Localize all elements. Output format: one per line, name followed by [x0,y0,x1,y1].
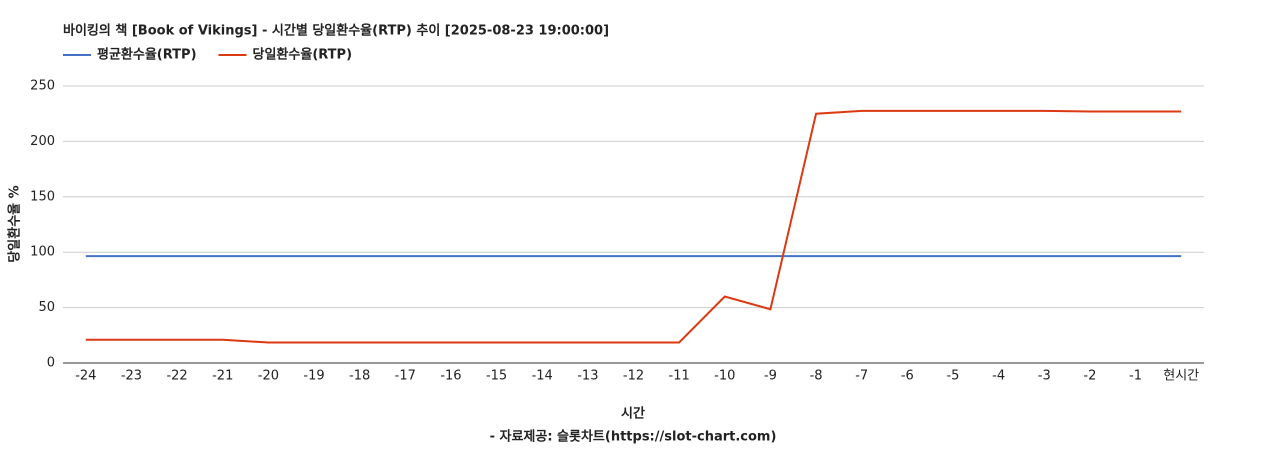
source-note: - 자료제공: 슬롯차트(https://slot-chart.com) [490,429,777,445]
x-tick-label: -23 [121,369,142,384]
x-tick-label: -2 [1083,369,1096,384]
x-tick-label: -13 [577,369,598,384]
legend-label: 당일환수율(RTP) [253,47,353,63]
x-tick-label: -3 [1038,369,1051,384]
x-tick-label: -16 [440,369,461,384]
y-tick-label: 150 [30,189,55,204]
x-axis-label: 시간 [621,406,645,422]
x-tick-label: -24 [75,369,96,384]
x-tick-label: -10 [714,369,735,384]
x-tick-label: -17 [395,369,416,384]
x-tick-label: -20 [258,369,279,384]
x-tick-label: 현시간 [1163,369,1199,384]
x-tick-label: -9 [764,369,777,384]
series-line [85,109,1182,344]
x-tick-label: -11 [669,369,690,384]
x-tick-label: -1 [1129,369,1142,384]
x-tick-label: -15 [486,369,507,384]
y-tick-label: 50 [38,300,55,315]
x-tick-label: -8 [810,369,823,384]
x-tick-label: -6 [901,369,914,384]
x-tick-label: -21 [212,369,233,384]
x-tick-label: -14 [532,369,553,384]
x-tick-label: -4 [992,369,1005,384]
x-tick-label: -18 [349,369,370,384]
y-tick-label: 100 [30,245,55,260]
x-tick-label: -19 [303,369,324,384]
x-tick-label: -5 [946,369,959,384]
x-tick-label: -7 [855,369,868,384]
y-tick-label: 250 [30,79,55,94]
x-tick-label: -22 [166,369,187,384]
x-tick-label: -12 [623,369,644,384]
legend-label: 평균환수율(RTP) [97,47,197,63]
chart-title: 바이킹의 책 [Book of Vikings] - 시간별 당일환수율(RTP… [63,23,609,39]
y-tick-label: 0 [47,356,55,371]
y-tick-label: 200 [30,134,55,149]
y-axis-label: 당일환수율 % [7,185,23,262]
